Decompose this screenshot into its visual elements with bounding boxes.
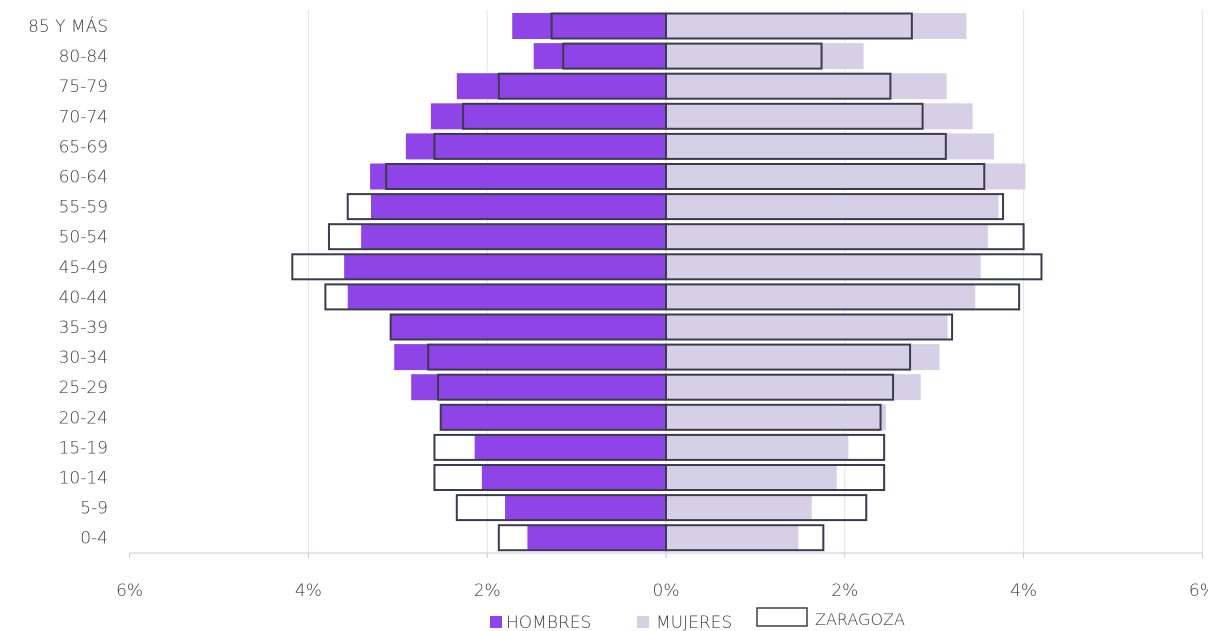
- bar-mujeres-10: [666, 314, 948, 340]
- legend-label-zaragoza: ZARAGOZA: [815, 610, 905, 629]
- category-label-16: 5-9: [80, 499, 108, 519]
- category-label-7: 50-54: [59, 228, 108, 248]
- outline-zaragoza-right-14: [665, 433, 886, 461]
- bar-mujeres-17: [666, 524, 799, 551]
- x-tick-label-2: 2%: [474, 581, 501, 601]
- outline-zaragoza-right-1: [665, 42, 823, 70]
- outline-zaragoza-right-5: [665, 163, 986, 190]
- legend-swatch-hombres: [490, 616, 502, 628]
- bar-hombres-2: [456, 73, 666, 100]
- bar-mujeres-2: [666, 73, 947, 100]
- category-label-14: 15-19: [59, 438, 108, 458]
- bar-hombres-11: [394, 344, 666, 371]
- legend-label-mujeres: MUJERES: [656, 613, 732, 631]
- outline-zaragoza-right-10: [665, 313, 954, 341]
- category-label-13: 20-24: [59, 408, 108, 428]
- legend-swatch-zaragoza: [756, 607, 808, 627]
- bar-mujeres-11: [666, 344, 940, 371]
- category-labels: 85 Y MÁS 80-84 75-79 70-74 65-69 60-64 55-59 50…: [28, 15, 108, 549]
- bar-hombres-9: [347, 283, 666, 310]
- bar-hombres-16: [505, 494, 666, 521]
- bar-hombres-15: [481, 464, 666, 491]
- category-label-15: 10-14: [59, 469, 108, 489]
- legend: HOMBRES MUJERES ZARAGOZA: [490, 607, 905, 631]
- category-label-5: 60-64: [59, 168, 108, 188]
- bar-hombres-1: [533, 43, 666, 70]
- outline-zaragoza-right-6: [665, 193, 1005, 221]
- outline-zaragoza-right-0: [665, 12, 913, 40]
- bar-mujeres-13: [666, 404, 886, 431]
- bar-mujeres-14: [666, 434, 849, 461]
- bar-hombres-12: [411, 374, 666, 401]
- bar-mujeres-5: [666, 163, 1026, 190]
- category-label-11: 30-34: [59, 348, 108, 368]
- category-label-9: 40-44: [59, 288, 108, 308]
- bar-mujeres-6: [666, 193, 999, 220]
- bar-mujeres-9: [666, 283, 976, 310]
- bar-hombres-17: [527, 524, 666, 551]
- x-tick-label-1: 4%: [295, 581, 322, 601]
- outline-zaragoza-right-2: [665, 72, 892, 100]
- outline-zaragoza-right-3: [665, 102, 924, 130]
- bar-mujeres-3: [666, 103, 973, 130]
- x-tick-label-3: 0%: [653, 581, 680, 601]
- outline-zaragoza-right-4: [665, 132, 947, 160]
- category-label-1: 80-84: [59, 47, 108, 67]
- bar-mujeres-4: [666, 133, 995, 160]
- bar-mujeres-15: [666, 464, 837, 491]
- category-label-12: 25-29: [59, 378, 108, 398]
- bar-hombres-6: [370, 193, 666, 220]
- outline-zaragoza-right-8: [665, 253, 1043, 281]
- outline-bars: [291, 12, 1043, 552]
- bar-mujeres-1: [666, 43, 864, 70]
- x-tick-label-0: 6%: [116, 581, 143, 601]
- bar-hombres-14: [474, 434, 666, 461]
- filled-bars: [344, 13, 1026, 551]
- outline-zaragoza-right-15: [665, 464, 886, 491]
- gridlines: [307, 10, 1203, 553]
- category-label-0: 85 Y MÁS: [28, 15, 108, 37]
- category-label-4: 65-69: [59, 137, 108, 157]
- category-label-2: 75-79: [59, 77, 108, 97]
- x-tick-label-6: 6%: [1189, 581, 1208, 601]
- tick-labels: 6% 4% 2% 0% 2% 4% 6%: [116, 581, 1208, 601]
- bar-hombres-0: [512, 13, 666, 39]
- category-label-3: 70-74: [59, 107, 108, 127]
- bar-mujeres-8: [666, 253, 981, 280]
- outline-zaragoza-right-12: [665, 373, 895, 401]
- category-label-8: 45-49: [59, 258, 108, 278]
- bar-hombres-4: [405, 133, 666, 160]
- outline-zaragoza-right-13: [665, 403, 882, 431]
- category-label-6: 55-59: [59, 198, 108, 218]
- bar-hombres-10: [390, 314, 666, 340]
- x-tick-label-4: 2%: [831, 581, 858, 601]
- bar-mujeres-7: [666, 223, 988, 250]
- x-tick-label-5: 4%: [1010, 581, 1037, 601]
- outline-zaragoza-right-7: [665, 223, 1025, 251]
- bar-hombres-5: [370, 163, 666, 190]
- outline-zaragoza-right-11: [665, 343, 912, 371]
- bar-mujeres-12: [666, 374, 921, 401]
- outline-zaragoza-right-9: [665, 283, 1021, 311]
- outline-zaragoza-right-16: [665, 494, 868, 522]
- bar-hombres-8: [344, 253, 666, 280]
- bar-hombres-13: [440, 404, 666, 431]
- bar-mujeres-16: [666, 494, 812, 521]
- x-axis: [129, 552, 1203, 558]
- legend-label-hombres: HOMBRES: [506, 613, 591, 631]
- legend-swatch-mujeres: [637, 616, 649, 628]
- outline-zaragoza-right-17: [665, 524, 825, 552]
- bar-hombres-3: [430, 103, 666, 130]
- category-label-10: 35-39: [59, 318, 108, 338]
- bar-mujeres-0: [666, 13, 967, 39]
- category-label-17: 0-4: [80, 529, 108, 549]
- bar-hombres-7: [361, 223, 666, 250]
